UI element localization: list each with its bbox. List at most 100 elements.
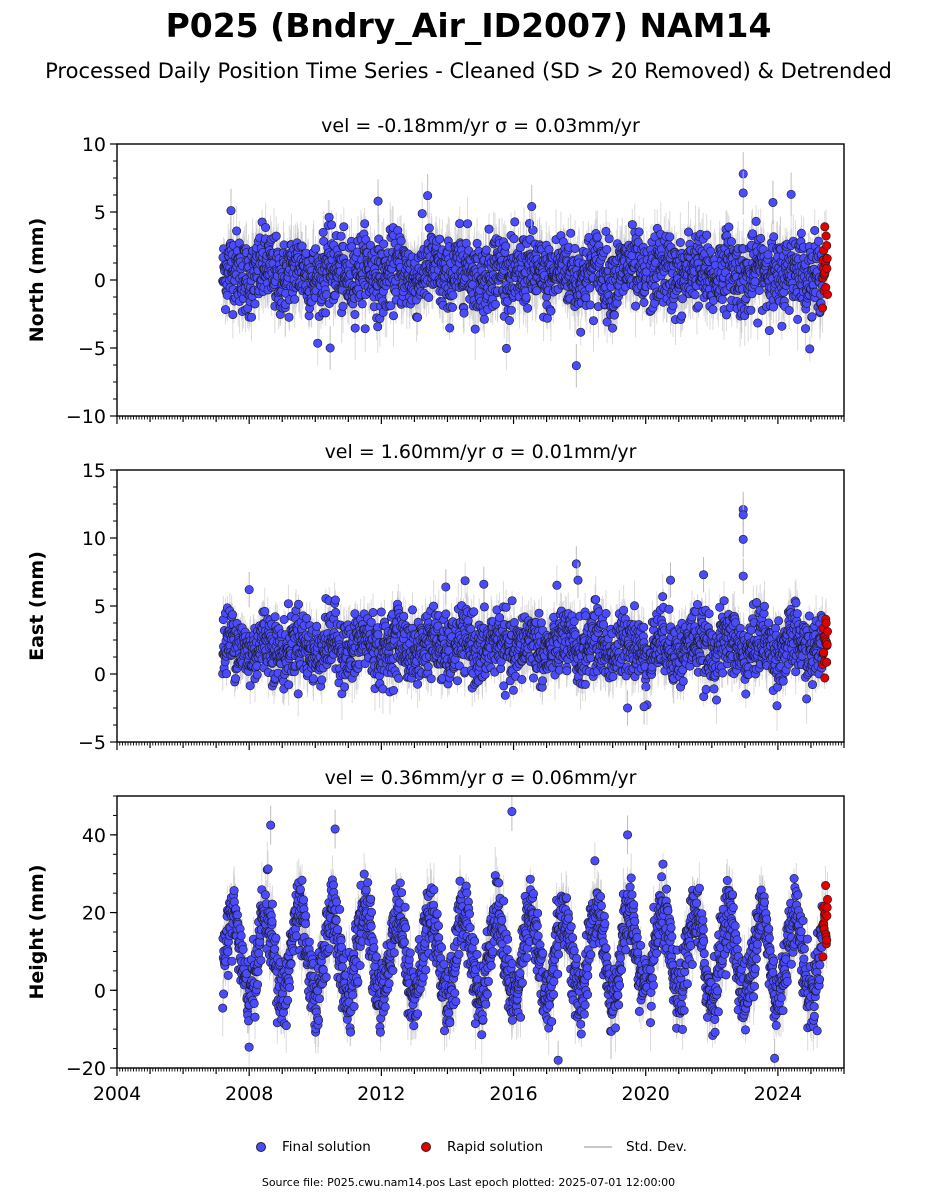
plot-area-east: [218, 491, 832, 731]
final-point: [708, 304, 718, 314]
final-point: [810, 226, 820, 236]
final-point: [360, 219, 370, 229]
final-point: [634, 227, 644, 237]
final-point: [504, 315, 514, 325]
final-point: [325, 343, 335, 353]
final-point: [570, 244, 580, 254]
final-point: [592, 232, 602, 242]
final-point: [484, 224, 494, 234]
final-point: [388, 311, 398, 321]
final-point: [221, 305, 231, 315]
y-tick-label: 10: [82, 134, 106, 156]
final-point: [445, 323, 455, 333]
final-point: [297, 241, 307, 251]
final-point: [665, 232, 675, 242]
final-point: [724, 222, 734, 232]
final-point: [677, 311, 687, 321]
final-point: [417, 209, 427, 219]
final-point: [566, 228, 576, 238]
final-point: [435, 234, 445, 244]
final-point: [319, 236, 329, 246]
final-point: [753, 318, 763, 328]
final-point: [690, 290, 700, 300]
final-point: [396, 236, 406, 246]
final-point: [717, 294, 727, 304]
final-point: [290, 294, 300, 304]
final-point: [336, 231, 346, 241]
final-point: [424, 223, 434, 233]
final-point: [463, 219, 473, 229]
panel-north: −10 −5 0 5 10 vel = -0.18mm/yr σ = 0.03mm/yr N…: [26, 115, 845, 428]
panel-title-north: vel = -0.18mm/yr σ = 0.03mm/yr: [321, 115, 640, 137]
final-point: [448, 302, 458, 312]
final-point: [602, 317, 612, 327]
chart-subtitle: Processed Daily Position Time Series - C…: [45, 59, 892, 83]
rapid-point: [822, 263, 832, 273]
final-point: [813, 236, 823, 246]
final-point: [327, 220, 337, 230]
final-point: [677, 294, 687, 304]
final-point: [455, 219, 465, 229]
final-point: [379, 239, 389, 249]
y-axis-label-north: North (mm): [26, 218, 48, 343]
final-point: [527, 202, 537, 212]
final-point: [769, 232, 779, 242]
final-point: [523, 303, 533, 313]
final-point: [585, 300, 595, 310]
y-tick-label: 5: [94, 202, 106, 224]
final-point: [777, 321, 787, 331]
final-point: [284, 312, 294, 322]
rapid-point: [820, 222, 830, 232]
final-point: [576, 327, 586, 337]
final-point: [324, 212, 334, 222]
final-point: [470, 324, 480, 334]
final-point: [756, 233, 766, 243]
y-tick-label: −10: [66, 406, 106, 428]
points-north: [218, 152, 832, 388]
final-point: [357, 299, 367, 309]
final-point: [746, 305, 756, 315]
final-point: [311, 244, 321, 254]
final-point: [250, 299, 260, 309]
y-tick-label: 0: [94, 270, 106, 292]
final-point: [784, 305, 794, 315]
final-point: [585, 283, 595, 293]
final-point: [506, 305, 516, 315]
y-tick-label: −5: [78, 338, 106, 360]
final-point: [750, 277, 760, 287]
final-point: [627, 220, 637, 230]
final-point: [510, 217, 520, 227]
final-point: [386, 301, 396, 311]
final-point: [588, 316, 598, 326]
final-point: [501, 343, 511, 353]
final-point: [807, 312, 817, 322]
final-point: [793, 314, 803, 324]
final-point: [631, 301, 641, 311]
final-point: [702, 230, 712, 240]
final-point: [571, 361, 581, 371]
final-point: [338, 301, 348, 311]
final-point: [413, 312, 423, 322]
final-point: [786, 189, 796, 199]
final-point: [472, 238, 482, 248]
final-point: [501, 241, 511, 251]
final-point: [706, 246, 716, 256]
final-point: [542, 313, 552, 323]
final-point: [481, 245, 491, 255]
final-point: [424, 292, 434, 302]
final-point: [683, 227, 693, 237]
final-point: [448, 290, 458, 300]
final-point: [271, 231, 281, 241]
final-point: [232, 226, 242, 236]
final-point: [365, 240, 375, 250]
final-point: [607, 323, 617, 333]
final-point: [347, 242, 357, 252]
final-point: [768, 302, 778, 312]
final-point: [360, 324, 370, 334]
final-point: [459, 308, 469, 318]
final-point: [350, 309, 360, 319]
final-point: [521, 292, 531, 302]
final-point: [748, 229, 758, 239]
final-point: [800, 324, 810, 334]
